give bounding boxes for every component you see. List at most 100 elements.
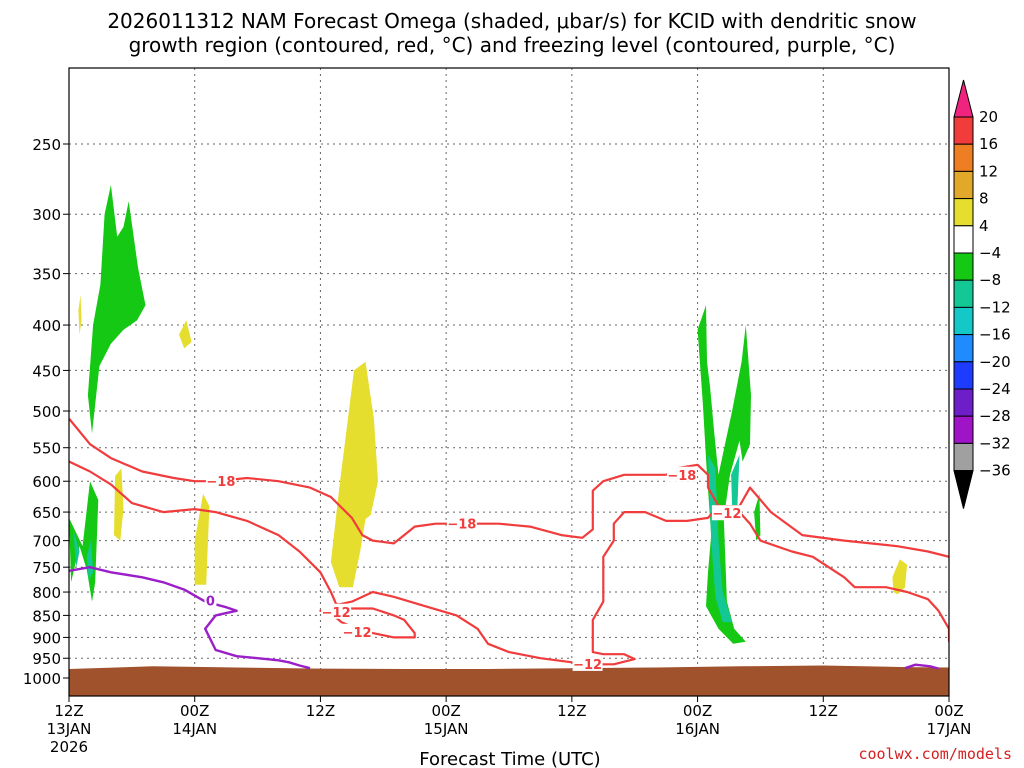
omega-region-3	[194, 493, 210, 585]
y-tick-label-600: 600	[32, 473, 61, 491]
omega-region-8	[697, 305, 751, 644]
colorbar-label: −4	[979, 244, 1001, 262]
dgz-label-bg-5	[342, 623, 373, 639]
dgz-label-bg-2	[666, 466, 697, 482]
colorbar-swatch-3	[953, 170, 974, 200]
terrain-layer	[69, 665, 949, 696]
colorbar-swatch-5	[953, 225, 974, 254]
colorbar-label: −8	[979, 271, 1001, 289]
colorbar-swatch-13	[953, 442, 974, 472]
y-tick-label-950: 950	[32, 650, 61, 668]
plot-area-background	[69, 68, 949, 696]
y-tick-label-650: 650	[32, 504, 61, 522]
terrain-fill	[69, 665, 949, 696]
y-tick-label-300: 300	[32, 206, 61, 224]
dgz-contour-label: −18	[447, 518, 476, 533]
site-credit: coolwx.com/models	[858, 745, 1012, 763]
colorbar-label: 16	[979, 135, 998, 153]
chart-title-line-1: 2026011312 NAM Forecast Omega (shaded, μ…	[107, 9, 916, 33]
dgz-label-bg-1	[446, 515, 477, 531]
omega-shading	[69, 184, 908, 644]
colorbar-swatch-11	[953, 388, 974, 417]
dgz-contour-label: −18	[667, 469, 696, 484]
y-tick-label-900: 900	[32, 629, 61, 647]
freezing-level-contour	[69, 566, 311, 670]
omega-region-0	[78, 295, 82, 335]
freezing-level-contour-2	[904, 663, 939, 670]
colorbar-swatch-2	[953, 143, 974, 172]
colorbar-label: −24	[979, 380, 1011, 398]
freezing-label-bg	[204, 592, 217, 608]
colorbar-swatch-4	[953, 198, 974, 227]
x-tick-label: 12Z	[809, 702, 838, 720]
y-tick-label-850: 850	[32, 607, 61, 625]
colorbar-top-arrow	[953, 79, 974, 118]
chart-title-line-2: growth region (contoured, red, °C) and f…	[129, 33, 896, 57]
colorbar-swatch-1	[953, 116, 974, 145]
colorbar-swatch-7	[953, 279, 974, 308]
x-tick-label: 00Z	[683, 702, 712, 720]
x-tick-label: 00Z	[934, 702, 963, 720]
omega-region-1	[114, 468, 124, 541]
dgz-contour-label: −12	[343, 626, 372, 641]
x-tick-label: 12Z	[306, 702, 335, 720]
dgz-contour-label: −18	[206, 475, 235, 490]
colorbar-label: 20	[979, 108, 998, 126]
omega-region-4	[330, 361, 378, 588]
y-tick-label-1000: 1000	[23, 670, 61, 688]
omega-region-7	[87, 184, 146, 434]
dgz-label-bg-3	[711, 505, 742, 521]
omega-region-11	[86, 540, 94, 580]
omega-region-10	[73, 529, 80, 568]
y-tick-label-350: 350	[32, 266, 61, 284]
dgz-contour-label: −12	[322, 606, 351, 621]
dgz-label-bg-4	[321, 603, 352, 619]
x-tick-label: 00Z	[431, 702, 460, 720]
colorbar-label: 12	[979, 162, 998, 180]
colorbar-swatch-9	[953, 334, 974, 363]
dgz-contour-label: −12	[712, 507, 741, 522]
colorbar-swatch-10	[953, 361, 974, 390]
omega-colorbar: 20 16 12 8 4 −4 −8 −12 −16 −20 −24 −28 −32 −36	[953, 79, 1011, 509]
dgz-contour-label: −12	[573, 658, 602, 673]
omega-region-2	[179, 320, 192, 349]
colorbar-label: 8	[979, 190, 989, 208]
x-tick-label: 15JAN	[424, 720, 469, 738]
y-tick-label-400: 400	[32, 317, 61, 335]
colorbar-label: 4	[979, 217, 989, 235]
x-tick-label: 00Z	[180, 702, 209, 720]
y-tick-label-250: 250	[32, 136, 61, 154]
colorbar-label: −32	[979, 434, 1011, 452]
colorbar-swatch-8	[953, 306, 974, 336]
x-tick-label: 12Z	[557, 702, 586, 720]
x-tick-label: 13JAN	[47, 720, 92, 738]
x-tick-label: 2026	[50, 738, 88, 756]
x-axis-title: Forecast Time (UTC)	[419, 749, 600, 768]
x-tick-label: 12Z	[54, 702, 83, 720]
y-tick-label-450: 450	[32, 362, 61, 380]
dgz-label-bg-6	[572, 655, 603, 671]
omega-region-5	[892, 559, 908, 595]
omega-region-9	[754, 493, 761, 541]
y-tick-label-700: 700	[32, 533, 61, 551]
x-tick-label: 16JAN	[675, 720, 720, 738]
colorbar-label: −20	[979, 353, 1011, 371]
y-tick-label-500: 500	[32, 403, 61, 421]
y-tick-label-800: 800	[32, 584, 61, 602]
colorbar-label: −12	[979, 298, 1011, 316]
y-axis-pressure: 250 300 350 400 450 500 550 600 650 700 750 800 850 9…	[23, 136, 69, 688]
colorbar-label: −36	[979, 462, 1011, 480]
y-tick-label-550: 550	[32, 440, 61, 458]
dgz-contour-minus12	[69, 460, 949, 666]
contour-labels: −18 −18 −18 −12 −12 −12 −12 0	[204, 466, 742, 673]
y-tick-label-750: 750	[32, 559, 61, 577]
colorbar-swatch-12	[953, 415, 974, 444]
colorbar-label: −16	[979, 326, 1011, 344]
x-tick-label: 14JAN	[172, 720, 217, 738]
colorbar-label: −28	[979, 407, 1011, 425]
colorbar-bottom-arrow	[953, 470, 974, 509]
freezing-contour-label: 0	[206, 595, 215, 610]
plot-frame	[68, 67, 950, 697]
